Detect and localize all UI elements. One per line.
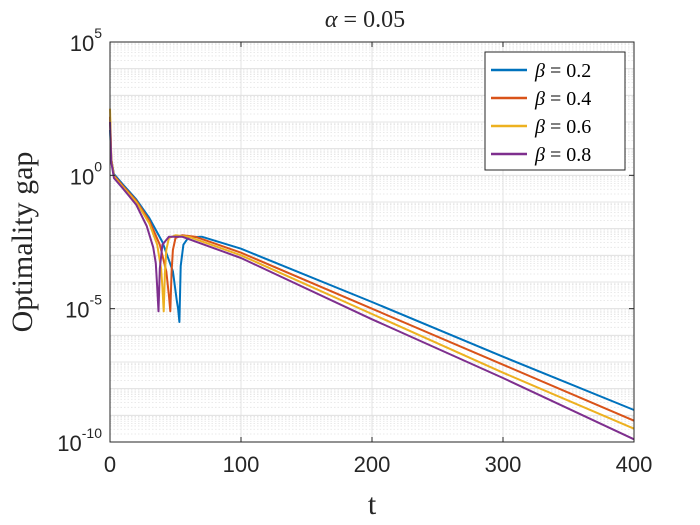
x-tick-label: 300 [485,452,522,477]
x-tick-label: 400 [616,452,653,477]
chart-title: α = 0.05 [325,7,405,33]
y-axis: 105 100 10-5 10-10 [57,25,634,456]
x-axis-label: t [368,488,377,521]
legend-label-3: β = 0.6 [534,116,591,138]
series-layer [109,108,635,441]
legend-label-2: β = 0.4 [534,88,591,110]
chart-title-symbol: α [325,7,338,33]
y-tick-label: 105 [70,25,102,56]
x-axis: 0 100 200 300 400 [104,42,652,477]
chart-title-value: = 0.05 [344,7,406,33]
x-tick-label: 100 [223,452,260,477]
legend-label-1: β = 0.2 [534,60,591,82]
y-tick-label: 10-5 [65,292,102,323]
legend: β = 0.2 β = 0.4 β = 0.6 β = 0.8 [484,51,626,171]
y-axis-label: Optimality gap [6,152,39,333]
legend-box [484,51,626,171]
x-tick-label: 200 [354,452,391,477]
legend-label-4: β = 0.8 [534,144,591,166]
grid [109,41,635,443]
series-line-4 [109,121,635,441]
y-tick-label: 100 [70,158,102,189]
y-tick-label: 10-10 [57,425,102,456]
x-tick-label: 0 [104,452,116,477]
